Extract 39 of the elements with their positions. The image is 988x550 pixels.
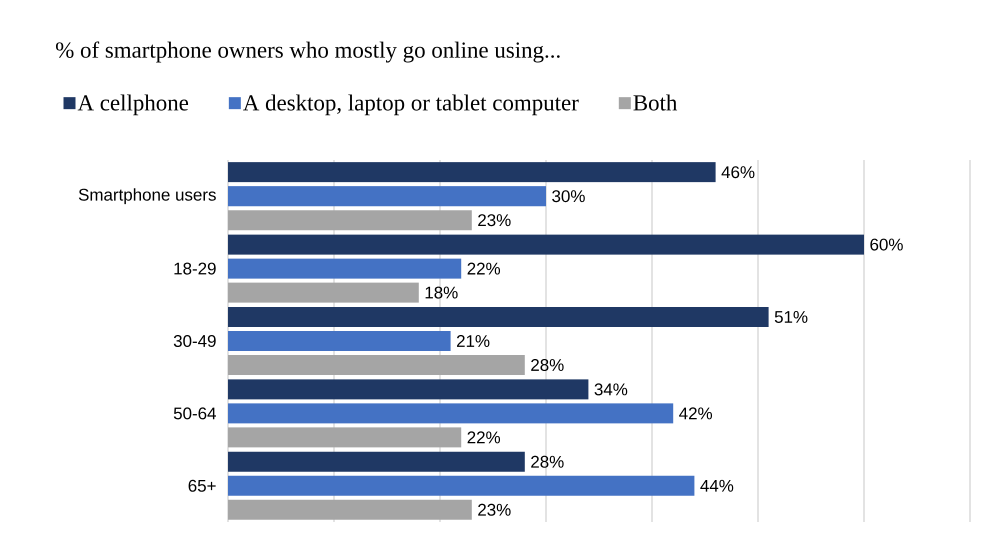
data-label: 23% xyxy=(478,214,511,226)
legend-label: A cellphone xyxy=(78,94,188,116)
bar xyxy=(228,306,769,327)
y-tick-label: 30-49 xyxy=(174,334,216,347)
bar xyxy=(228,354,525,375)
data-label: 22% xyxy=(468,431,500,444)
legend-label: A desktop, laptop or tablet computer xyxy=(243,94,579,116)
data-label: 34% xyxy=(594,383,628,396)
bar xyxy=(228,258,462,279)
bar xyxy=(228,403,674,424)
legend-label: Both xyxy=(633,94,678,111)
data-label: 21% xyxy=(456,335,490,347)
data-label: 42% xyxy=(679,407,712,420)
bar xyxy=(228,186,546,206)
data-label: 51% xyxy=(774,311,808,323)
y-tick-label: 18-29 xyxy=(174,262,216,275)
bar xyxy=(228,162,716,182)
data-label: 22% xyxy=(468,262,500,275)
bar xyxy=(228,500,472,520)
bar xyxy=(228,476,694,496)
y-tick-label: 65+ xyxy=(188,480,216,492)
bar xyxy=(228,379,588,400)
bar xyxy=(228,282,419,303)
bar xyxy=(228,234,864,255)
bar xyxy=(228,452,525,472)
bar xyxy=(228,330,451,351)
bar xyxy=(228,427,462,448)
data-label: 46% xyxy=(722,166,754,178)
data-label: 23% xyxy=(478,504,511,516)
y-tick-label: 50-64 xyxy=(174,407,216,420)
bar xyxy=(228,210,472,230)
data-label: 44% xyxy=(700,480,734,492)
data-label: 18% xyxy=(426,286,458,299)
data-label: 28% xyxy=(531,358,564,371)
data-label: 28% xyxy=(531,456,564,468)
y-tick-label: Smartphone users xyxy=(78,188,216,204)
data-label: 60% xyxy=(870,238,903,251)
data-label: 30% xyxy=(552,190,585,202)
chart-title: % of smartphone owners who mostly go online using... xyxy=(56,41,560,63)
